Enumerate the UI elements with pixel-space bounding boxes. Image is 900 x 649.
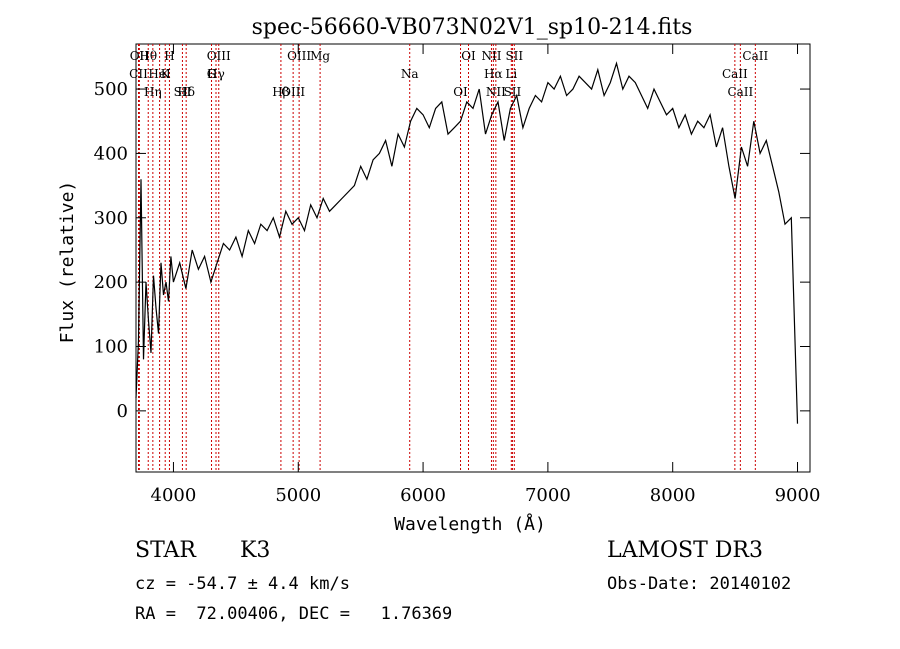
line-label: CaII <box>727 85 753 99</box>
y-tick-label: 100 <box>94 336 128 357</box>
line-label: Li <box>505 67 517 81</box>
line-label: OIII <box>207 49 231 63</box>
obs-date: Obs-Date: 20140102 <box>607 574 792 594</box>
line-label: OI <box>461 49 476 63</box>
line-label: HeI <box>148 67 171 81</box>
line-label: CaII <box>742 49 768 63</box>
x-tick-label: 9000 <box>775 485 821 506</box>
y-tick-label: 200 <box>94 272 128 293</box>
line-label: OII <box>130 49 150 63</box>
redshift-value: cz = -54.7 ± 4.4 km/s <box>135 574 350 594</box>
x-tick-label: 7000 <box>525 485 571 506</box>
flux-line <box>135 61 799 424</box>
line-label: Na <box>401 67 419 81</box>
axes: 4000 5000 6000 7000 8000 9000 0 100 200 300 400 500 <box>94 44 821 506</box>
flux-series <box>135 61 799 424</box>
line-label: SII <box>504 85 522 99</box>
y-tick-label: 500 <box>94 79 128 100</box>
coordinates: RA = 72.00406, DEC = 1.76369 <box>135 604 453 624</box>
line-label: CaII <box>722 67 748 81</box>
line-label: Hθ <box>139 49 157 63</box>
line-label: G <box>207 67 217 81</box>
line-label: Hα <box>484 67 503 81</box>
line-label: H <box>164 49 174 63</box>
line-labels: HθKHδOIIHeISIIOIIIHγOIIIOIIICIIHηHGHβMgN… <box>129 49 768 99</box>
chart-title: spec-56660-VB073N02V1_sp10-214.fits <box>252 15 693 40</box>
line-label: NII <box>481 49 501 63</box>
line-label: Hδ <box>177 85 195 99</box>
line-label: K <box>161 67 171 81</box>
line-label: SII <box>505 49 523 63</box>
x-tick-label: 4000 <box>151 485 197 506</box>
y-tick-label: 0 <box>117 401 128 422</box>
line-label: Mg <box>310 49 330 63</box>
line-label: SII <box>174 85 192 99</box>
line-label: Hβ <box>272 85 289 99</box>
object-class: STAR <box>135 538 196 563</box>
y-tick-label: 300 <box>94 208 128 229</box>
survey-name: LAMOST DR3 <box>607 538 763 563</box>
y-tick-label: 400 <box>94 143 128 164</box>
line-label: NII <box>486 85 506 99</box>
y-axis-label: Flux (relative) <box>57 181 78 344</box>
line-label: OIII <box>281 85 305 99</box>
line-label: CII <box>129 67 148 81</box>
x-tick-label: 6000 <box>400 485 446 506</box>
x-tick-label: 5000 <box>275 485 321 506</box>
line-markers <box>137 44 756 472</box>
x-axis-label: Wavelength (Å) <box>394 513 546 535</box>
object-subclass: K3 <box>240 538 271 563</box>
line-label: Hη <box>144 85 162 99</box>
plot-frame <box>135 43 811 473</box>
x-tick-label: 8000 <box>650 485 696 506</box>
line-label: OIII <box>287 49 311 63</box>
line-label: Hγ <box>207 67 225 81</box>
line-label: OI <box>453 85 468 99</box>
